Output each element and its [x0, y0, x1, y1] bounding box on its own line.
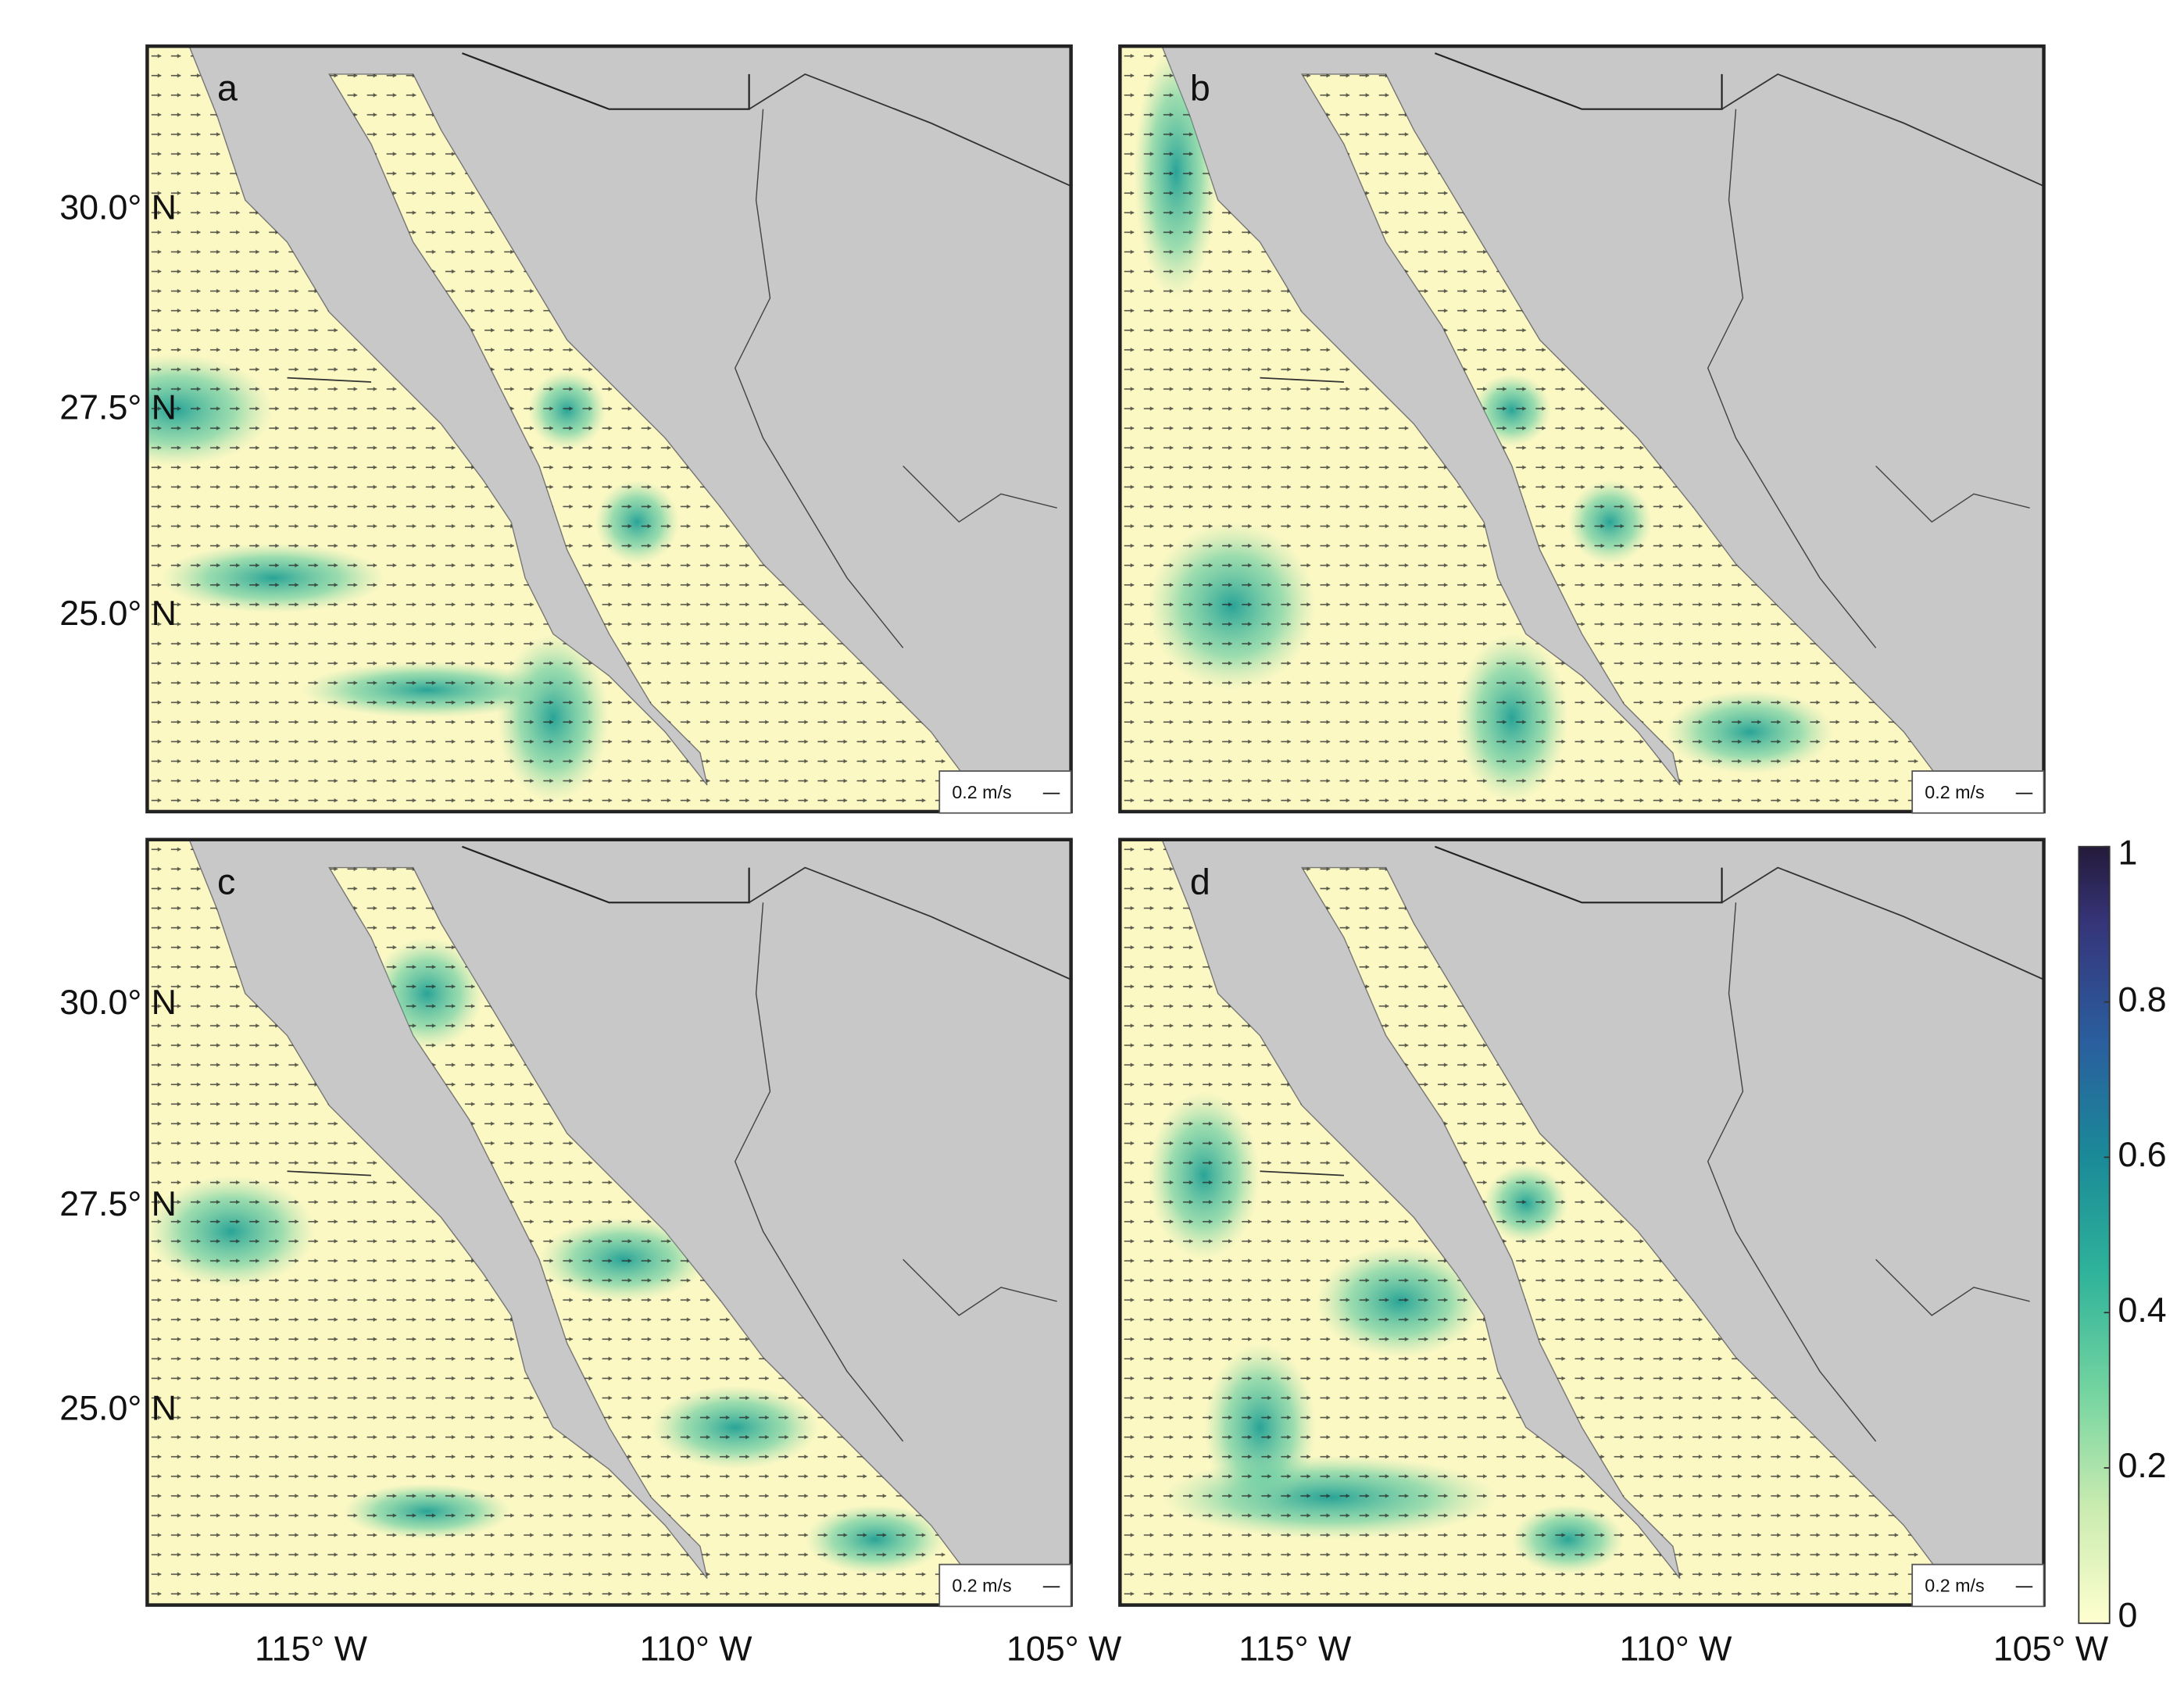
frame	[1118, 44, 2046, 814]
scale-label: 0.2 m/s	[952, 1575, 1011, 1595]
longitude-label: 110° W	[1619, 1630, 1732, 1669]
latitude-label: 30.0° N	[59, 983, 177, 1022]
border	[287, 1170, 372, 1176]
colorbar-tick-label: 0.2	[2118, 1446, 2166, 1485]
latitude-label: 27.5° N	[59, 1184, 177, 1223]
longitude-label: 115° W	[1239, 1630, 1352, 1669]
border	[749, 866, 1071, 980]
border	[462, 52, 750, 110]
latitude-label: 30.0° N	[59, 188, 177, 227]
latitude-label: 27.5° N	[59, 388, 177, 427]
colorbar-scale	[2078, 845, 2111, 1624]
border	[1260, 1170, 1344, 1176]
border	[1707, 902, 1877, 1442]
border	[1260, 377, 1344, 383]
colorbar-tick-label: 1	[2118, 833, 2137, 872]
border	[1434, 845, 1723, 904]
border	[1707, 109, 1877, 648]
map-panel: b 0.2 m/s	[1118, 44, 2046, 814]
panel-label: a	[217, 68, 238, 109]
border	[903, 465, 1057, 523]
border	[903, 1259, 1057, 1316]
border	[462, 845, 750, 904]
border	[1721, 866, 2044, 980]
map-panel: d 0.2 m/s	[1118, 837, 2046, 1608]
panel-label: b	[1190, 68, 1210, 109]
scale-label: 0.2 m/s	[952, 782, 1011, 802]
scale-label: 0.2 m/s	[1925, 1575, 1984, 1595]
border	[734, 109, 904, 648]
colorbar: 0 0.2 0.4 0.6 0.8 1	[2078, 833, 2167, 1635]
colorbar-tick-label: 0.8	[2118, 980, 2166, 1019]
panels: a 0.2 m/s b 0.2 m/s c 0.2 m/s d 0.2 m/s	[145, 44, 2046, 1608]
axis-labels: 30.0° N 27.5° N 25.0° N 30.0° N 27.5° N 25.0°…	[59, 188, 2109, 1669]
border	[734, 902, 904, 1442]
longitude-label: 115° W	[255, 1630, 368, 1669]
colorbar-tick-label: 0.6	[2118, 1135, 2166, 1174]
border	[287, 377, 372, 383]
colorbar-tick-label: 0.4	[2118, 1291, 2166, 1330]
scale-label: 0.2 m/s	[1925, 782, 1984, 802]
longitude-label: 105° W	[1006, 1630, 1122, 1669]
panel-label: c	[217, 861, 235, 902]
panel-label: d	[1190, 861, 1210, 902]
border	[1875, 465, 2030, 523]
frame	[1118, 837, 2046, 1607]
border	[749, 73, 1071, 187]
border	[1875, 1259, 2030, 1316]
scale-box	[938, 1563, 1072, 1608]
longitude-label: 110° W	[640, 1630, 753, 1669]
border	[1434, 52, 1723, 110]
frame	[145, 44, 1073, 814]
map-panel: a 0.2 m/s	[145, 44, 1073, 814]
latitude-label: 25.0° N	[59, 594, 177, 633]
latitude-label: 25.0° N	[59, 1388, 177, 1427]
map-panel: c 0.2 m/s	[145, 837, 1073, 1608]
longitude-label: 105° W	[1993, 1630, 2109, 1669]
frame	[145, 837, 1073, 1607]
colorbar-tick-label: 0	[2118, 1596, 2137, 1635]
scale-box	[938, 770, 1072, 814]
scale-box	[1911, 770, 2045, 814]
border	[1721, 73, 2044, 187]
scale-box	[1911, 1563, 2045, 1608]
